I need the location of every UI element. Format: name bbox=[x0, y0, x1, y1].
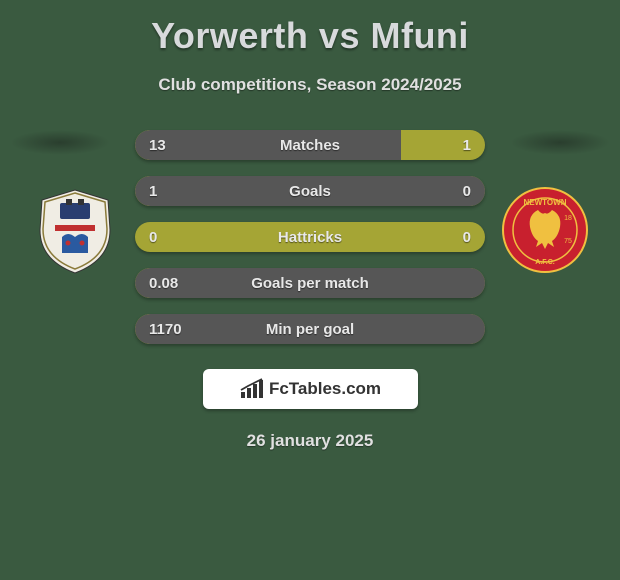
shadow-ellipse-right bbox=[510, 130, 610, 155]
stat-bar-matches: 13 Matches 1 bbox=[135, 130, 485, 160]
stat-label: Goals per match bbox=[251, 275, 369, 292]
stat-left-value: 1170 bbox=[149, 321, 182, 338]
page-title: Yorwerth vs Mfuni bbox=[151, 15, 469, 57]
svg-text:A.F.C.: A.F.C. bbox=[535, 259, 555, 266]
stat-left-value: 0.08 bbox=[149, 275, 178, 292]
stat-right-value: 0 bbox=[463, 183, 471, 200]
logo-text: FcTables.com bbox=[269, 379, 381, 399]
stat-bar-goals-per-match: 0.08 Goals per match bbox=[135, 268, 485, 298]
svg-text:75: 75 bbox=[564, 238, 572, 245]
stat-label: Goals bbox=[289, 183, 331, 200]
fctables-logo-box[interactable]: FcTables.com bbox=[203, 369, 418, 409]
stat-left-value: 0 bbox=[149, 229, 157, 246]
svg-text:NEWTOWN: NEWTOWN bbox=[524, 198, 567, 207]
svg-text:18: 18 bbox=[564, 215, 572, 222]
shadow-ellipse-left bbox=[10, 130, 110, 155]
stat-bars: 13 Matches 1 1 Goals 0 0 Hattricks 0 0.0… bbox=[135, 130, 485, 344]
bar-fill bbox=[135, 130, 401, 160]
date-text: 26 january 2025 bbox=[247, 431, 374, 451]
stat-left-value: 1 bbox=[149, 183, 157, 200]
stat-bar-hattricks: 0 Hattricks 0 bbox=[135, 222, 485, 252]
stat-label: Hattricks bbox=[278, 229, 342, 246]
crest-right-icon: NEWTOWN 18 75 A.F.C. bbox=[500, 185, 590, 275]
stat-right-value: 1 bbox=[463, 137, 471, 154]
team-badge-left bbox=[30, 185, 120, 275]
stat-label: Matches bbox=[280, 137, 340, 154]
chart-icon bbox=[239, 378, 265, 400]
team-badge-right: NEWTOWN 18 75 A.F.C. bbox=[500, 185, 590, 275]
stats-area: NEWTOWN 18 75 A.F.C. 13 Matches 1 1 Goal… bbox=[0, 130, 620, 344]
stat-label: Min per goal bbox=[266, 321, 354, 338]
subtitle: Club competitions, Season 2024/2025 bbox=[158, 75, 461, 95]
stat-right-value: 0 bbox=[463, 229, 471, 246]
crest-left-icon bbox=[30, 185, 120, 275]
stat-left-value: 13 bbox=[149, 137, 166, 154]
stat-bar-goals: 1 Goals 0 bbox=[135, 176, 485, 206]
stat-bar-min-per-goal: 1170 Min per goal bbox=[135, 314, 485, 344]
